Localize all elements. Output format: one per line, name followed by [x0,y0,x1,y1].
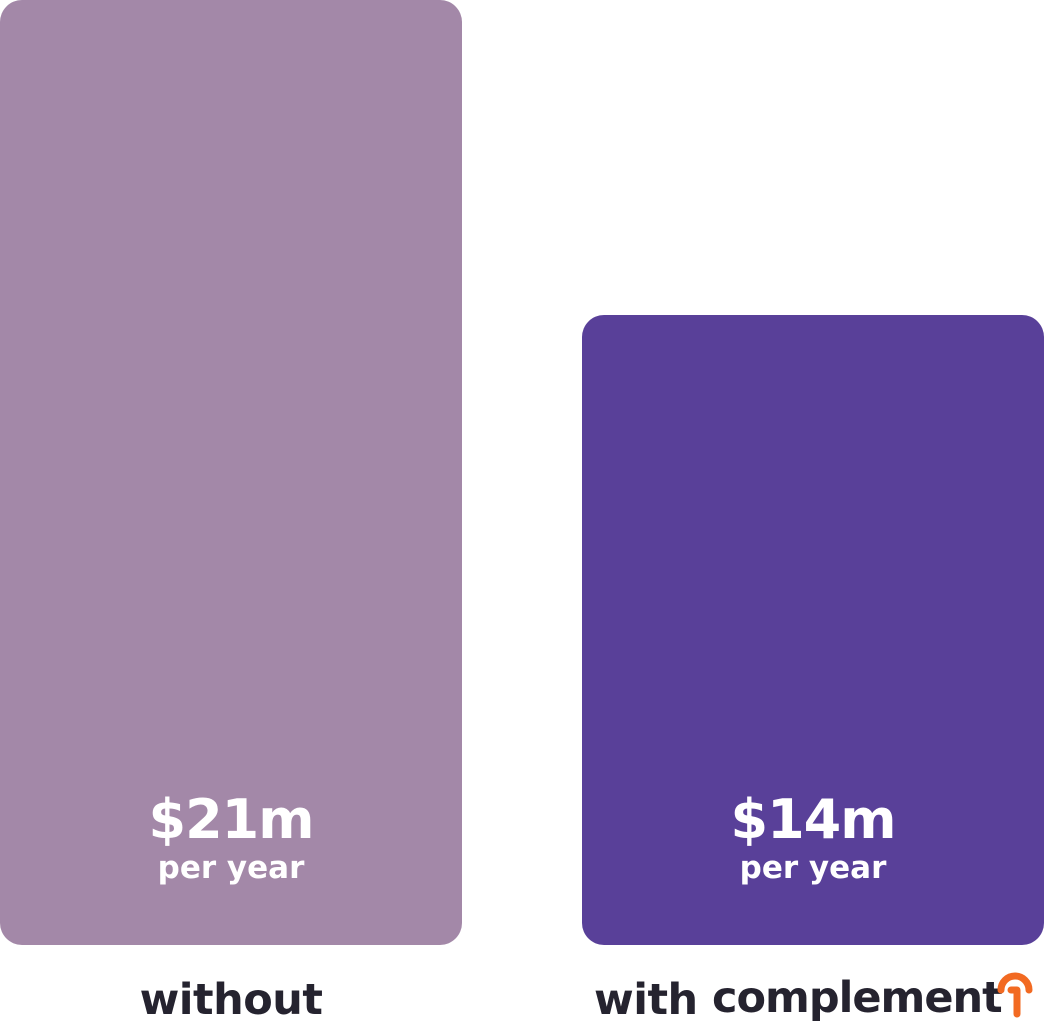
bar-with [582,315,1044,945]
bars-group [0,0,1044,945]
bar-value-label-with: $14m [731,788,896,851]
category-label-without: without [140,975,323,1025]
bar-unit-label-without: per year [158,850,305,886]
brand-name-complement: complement [712,973,1002,1023]
bar-value-label-without: $21m [149,788,314,851]
complement-logo-icon [997,972,1033,1018]
bar-without [0,0,462,945]
bar-unit-label-with: per year [740,850,887,886]
category-label-with: with [594,975,698,1025]
